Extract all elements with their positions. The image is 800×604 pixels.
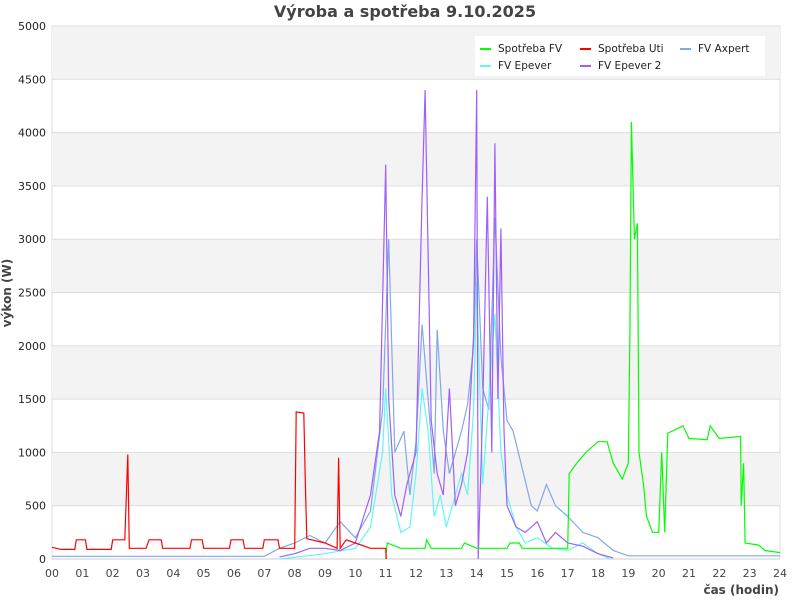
y-tick-label: 3500 [18,180,46,193]
x-tick-label: 17 [561,567,575,580]
x-tick-label: 15 [500,567,514,580]
x-tick-label: 12 [409,567,423,580]
y-tick-label: 500 [25,500,46,513]
y-tick-label: 1500 [18,393,46,406]
background-band [52,452,780,506]
x-tick-label: 23 [743,567,757,580]
x-tick-label: 13 [439,567,453,580]
x-tick-label: 16 [530,567,544,580]
y-tick-label: 0 [39,553,46,566]
legend-label: Spotřeba Uti [598,43,664,55]
x-tick-label: 21 [682,567,696,580]
background-band [52,345,780,400]
y-tick-label: 4500 [18,73,46,86]
series-lines [51,89,781,560]
series-line-fv-epever [279,281,611,560]
y-tick-label: 2000 [18,340,46,353]
x-tick-label: 24 [773,567,787,580]
x-tick-label: 19 [621,567,635,580]
background-band [52,132,780,186]
x-tick-label: 02 [106,567,120,580]
x-tick-label: 20 [652,567,666,580]
y-axis-label: výkon (W) [0,259,14,327]
series-line-spot-eba-fv [385,121,781,560]
x-tick-label: 04 [166,567,180,580]
series-line-fv-axpert [52,217,780,557]
legend: Spotřeba FV Spotřeba Uti FV Axpert FV Epeve… [475,36,765,76]
series-line-fv-epever-2 [279,89,614,560]
y-axis-ticks: 0 500 1000 1500 2000 2500 3000 3500 4000 4500 5000 [18,20,46,566]
x-tick-label: 09 [318,567,332,580]
y-tick-label: 5000 [18,20,46,33]
background-band [52,239,780,293]
x-axis-label: čas (hodin) [703,583,779,597]
x-tick-label: 14 [470,567,484,580]
y-tick-label: 4000 [18,127,46,140]
x-tick-label: 05 [197,567,211,580]
x-axis-ticks: 00 01 02 03 04 05 06 07 08 09 10 11 12 13 14 15 16 17 18 19… [45,567,787,580]
legend-label: FV Epever 2 [598,60,661,72]
y-tick-label: 2500 [18,287,46,300]
chart-title: Výroba a spotřeba 9.10.2025 [274,2,536,21]
x-tick-label: 11 [379,567,393,580]
legend-label: Spotřeba FV [498,43,563,55]
legend-box [475,36,765,76]
x-tick-label: 18 [591,567,605,580]
x-tick-label: 22 [712,567,726,580]
x-tick-label: 03 [136,567,150,580]
x-tick-label: 07 [257,567,271,580]
x-tick-label: 06 [227,567,241,580]
legend-label: FV Axpert [698,43,750,55]
x-tick-label: 08 [288,567,302,580]
x-tick-label: 10 [348,567,362,580]
legend-label: FV Epever [498,60,552,72]
x-tick-label: 01 [75,567,89,580]
x-tick-label: 00 [45,567,59,580]
series-line-spot-eba-uti [51,411,387,560]
y-tick-label: 3000 [18,233,46,246]
y-tick-label: 1000 [18,446,46,459]
